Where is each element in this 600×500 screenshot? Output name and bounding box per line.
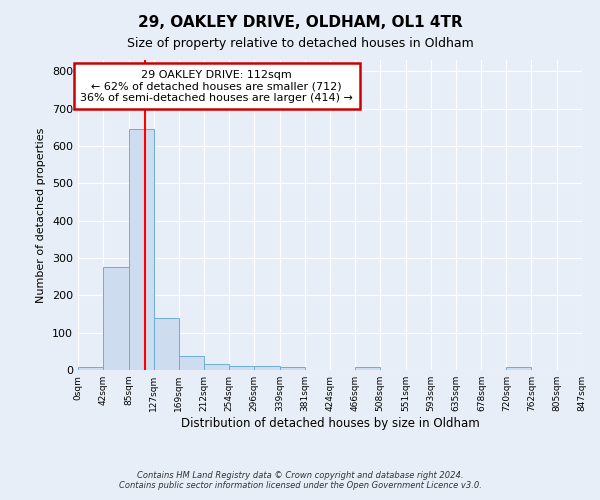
Bar — [506, 367, 532, 370]
Y-axis label: Number of detached properties: Number of detached properties — [37, 128, 46, 302]
Bar — [154, 318, 179, 370]
Bar — [78, 367, 103, 370]
Text: Size of property relative to detached houses in Oldham: Size of property relative to detached ho… — [127, 38, 473, 51]
Text: 29 OAKLEY DRIVE: 112sqm
← 62% of detached houses are smaller (712)
36% of semi-d: 29 OAKLEY DRIVE: 112sqm ← 62% of detache… — [80, 70, 353, 102]
Bar — [280, 367, 305, 370]
Text: 29, OAKLEY DRIVE, OLDHAM, OL1 4TR: 29, OAKLEY DRIVE, OLDHAM, OL1 4TR — [137, 15, 463, 30]
Bar — [204, 364, 229, 370]
Bar — [179, 356, 204, 370]
X-axis label: Distribution of detached houses by size in Oldham: Distribution of detached houses by size … — [181, 417, 479, 430]
Bar — [254, 366, 280, 370]
Bar — [229, 366, 254, 370]
Bar — [355, 367, 380, 370]
Bar — [128, 129, 154, 370]
Text: Contains HM Land Registry data © Crown copyright and database right 2024.
Contai: Contains HM Land Registry data © Crown c… — [119, 470, 481, 490]
Bar — [103, 268, 128, 370]
